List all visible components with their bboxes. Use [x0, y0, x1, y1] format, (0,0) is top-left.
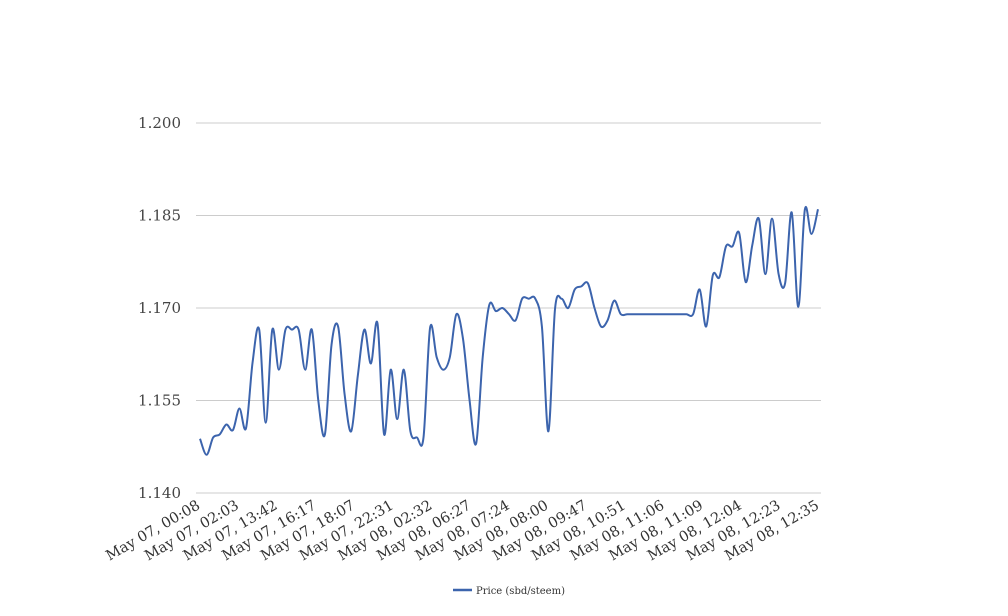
- y-tick-label: 1.170: [138, 299, 181, 317]
- legend: Price (sbd/steem): [453, 586, 565, 597]
- y-tick-label: 1.185: [138, 207, 181, 225]
- y-tick-label: 1.155: [138, 392, 181, 410]
- y-tick-label: 1.140: [138, 484, 181, 502]
- legend-label-price: Price (sbd/steem): [476, 586, 565, 597]
- gridlines: [196, 122, 821, 494]
- y-axis-ticks: 1.140 1.155 1.170 1.185 1.200: [138, 114, 181, 502]
- series-layer: [199, 205, 819, 456]
- series-line-0: [199, 205, 819, 456]
- y-tick-label: 1.200: [138, 114, 181, 132]
